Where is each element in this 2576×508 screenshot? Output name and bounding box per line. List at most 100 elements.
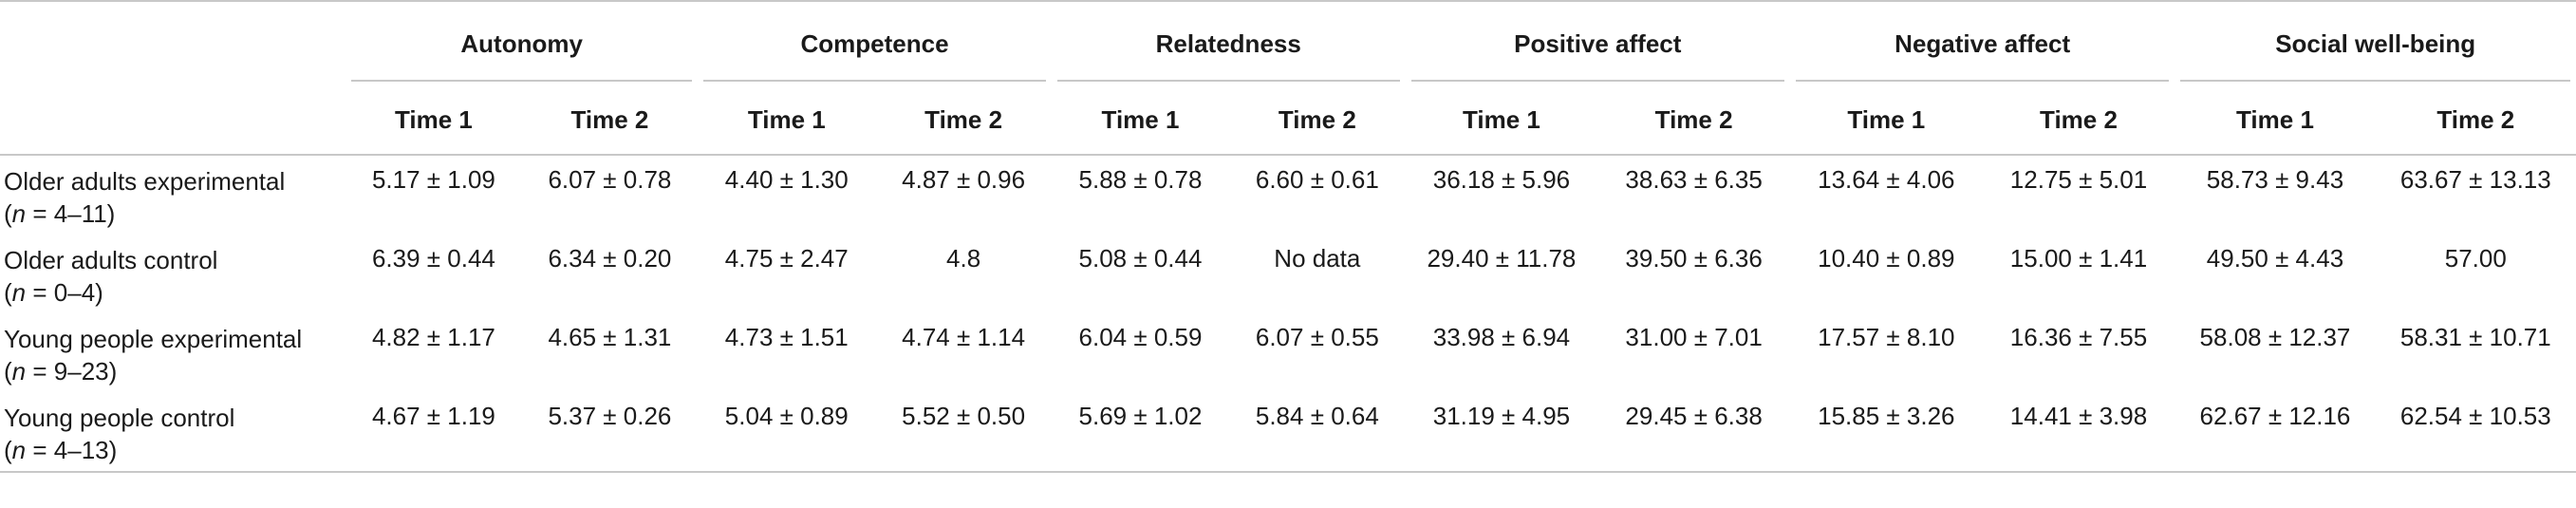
- table-cell: 4.65 ± 1.31: [548, 323, 672, 351]
- sample-size-prefix: (: [4, 436, 12, 464]
- stub-header-2: [0, 85, 345, 155]
- table-row: Older adults control (n = 0–4) 6.39 ± 0.44…: [0, 235, 2576, 313]
- data-table: Autonomy Competence Relatedness Positive…: [0, 0, 2576, 472]
- row-label: Older adults experimental (n = 4–11): [0, 155, 345, 235]
- sample-size-symbol: n: [11, 278, 27, 307]
- time-header: Time 2: [924, 104, 1003, 134]
- table-cell: 4.87 ± 0.96: [902, 165, 1026, 194]
- group-header-positive-affect: Positive affect: [1406, 2, 1790, 85]
- row-label: Older adults control (n = 0–4): [0, 235, 345, 313]
- stub-header: [0, 2, 345, 85]
- time-header: Time 2: [1654, 104, 1733, 134]
- time-header: Time 1: [1847, 104, 1926, 134]
- table-cell: 4.75 ± 2.47: [724, 244, 849, 273]
- table-cell: 4.8: [946, 244, 981, 273]
- time-header-row: Time 1 Time 2 Time 1 Time 2 Time 1 Time …: [0, 85, 2576, 155]
- table-cell: 5.84 ± 0.64: [1255, 402, 1379, 430]
- table-cell: 10.40 ± 0.89: [1818, 244, 1955, 273]
- table-cell: 6.34 ± 0.20: [548, 244, 672, 273]
- row-sample-size: (n = 4–13): [4, 434, 345, 466]
- table-cell: 63.67 ± 13.13: [2399, 165, 2551, 194]
- row-label: Young people experimental (n = 9–23): [0, 313, 345, 392]
- time-header: Time 1: [747, 104, 826, 134]
- time-header: Time 1: [1462, 104, 1540, 134]
- row-label-text: Older adults control: [4, 246, 218, 274]
- sample-size-prefix: (: [4, 278, 12, 307]
- table-cell: 14.41 ± 3.98: [2009, 402, 2148, 430]
- table-cell: 17.57 ± 8.10: [1818, 323, 1955, 351]
- time-header: Time 2: [570, 104, 649, 134]
- table-cell: 6.07 ± 0.55: [1255, 323, 1379, 351]
- sample-size-range: = 9–23): [26, 357, 118, 386]
- time-header: Time 1: [2236, 104, 2314, 134]
- group-header-competence: Competence: [698, 2, 1052, 85]
- table-cell: 5.37 ± 0.26: [548, 402, 672, 430]
- table-cell: 4.67 ± 1.19: [371, 402, 495, 430]
- table-cell: 15.00 ± 1.41: [2009, 244, 2148, 273]
- table-cell: 33.98 ± 6.94: [1432, 323, 1571, 351]
- table-cell: 5.04 ± 0.89: [724, 402, 849, 430]
- table-cell: 5.17 ± 1.09: [371, 165, 495, 194]
- time-header: Time 1: [1101, 104, 1180, 134]
- table-cell: 62.67 ± 12.16: [2199, 402, 2351, 430]
- sample-size-prefix: (: [4, 199, 12, 228]
- table-row: Older adults experimental (n = 4–11) 5.17 …: [0, 155, 2576, 235]
- table-cell: 4.82 ± 1.17: [371, 323, 495, 351]
- sample-size-range: = 4–11): [26, 199, 116, 228]
- table-cell: 4.73 ± 1.51: [724, 323, 849, 351]
- table-cell: No data: [1274, 244, 1361, 273]
- time-header: Time 1: [394, 104, 473, 134]
- table-cell: 15.85 ± 3.26: [1818, 402, 1955, 430]
- sample-size-prefix: (: [4, 357, 12, 386]
- table-cell: 31.00 ± 7.01: [1625, 323, 1763, 351]
- table-cell: 29.45 ± 6.38: [1625, 402, 1763, 430]
- time-header: Time 2: [1278, 104, 1356, 134]
- table-cell: 62.54 ± 10.53: [2399, 402, 2551, 430]
- table-cell: 38.63 ± 6.35: [1625, 165, 1763, 194]
- table-cell: 6.60 ± 0.61: [1255, 165, 1379, 194]
- table-cell: 49.50 ± 4.43: [2206, 244, 2344, 273]
- row-sample-size: (n = 4–11): [4, 198, 345, 230]
- table-cell: 57.00: [2444, 244, 2507, 273]
- group-header-row: Autonomy Competence Relatedness Positive…: [0, 2, 2576, 85]
- sample-size-range: = 4–13): [26, 436, 118, 464]
- sample-size-range: = 0–4): [26, 278, 103, 307]
- table-cell: 5.08 ± 0.44: [1078, 244, 1203, 273]
- table-cell: 31.19 ± 4.95: [1432, 402, 1571, 430]
- table-cell: 58.31 ± 10.71: [2399, 323, 2551, 351]
- table-cell: 16.36 ± 7.55: [2009, 323, 2148, 351]
- row-label-text: Young people control: [4, 404, 235, 432]
- table-cell: 4.74 ± 1.14: [902, 323, 1026, 351]
- row-sample-size: (n = 0–4): [4, 276, 345, 309]
- table-cell: 12.75 ± 5.01: [2009, 165, 2148, 194]
- row-label: Young people control (n = 4–13): [0, 392, 345, 472]
- sample-size-symbol: n: [11, 357, 27, 386]
- table-cell: 6.07 ± 0.78: [548, 165, 672, 194]
- row-label-text: Young people experimental: [4, 325, 303, 353]
- table-cell: 58.73 ± 9.43: [2206, 165, 2344, 194]
- table-body: Older adults experimental (n = 4–11) 5.17 …: [0, 155, 2576, 472]
- table-cell: 4.40 ± 1.30: [724, 165, 849, 194]
- sample-size-symbol: n: [11, 436, 27, 464]
- group-header-autonomy: Autonomy: [345, 2, 698, 85]
- table-cell: 6.39 ± 0.44: [371, 244, 495, 273]
- table-cell: 6.04 ± 0.59: [1078, 323, 1203, 351]
- time-header: Time 2: [2436, 104, 2515, 134]
- table-row: Young people control (n = 4–13) 4.67 ± 1.1…: [0, 392, 2576, 472]
- table-cell: 29.40 ± 11.78: [1427, 244, 1577, 273]
- sample-size-symbol: n: [11, 199, 27, 228]
- table-cell: 5.52 ± 0.50: [902, 402, 1026, 430]
- row-sample-size: (n = 9–23): [4, 355, 345, 387]
- group-header-negative-affect: Negative affect: [1790, 2, 2175, 85]
- row-label-text: Older adults experimental: [4, 167, 286, 196]
- table-cell: 5.88 ± 0.78: [1078, 165, 1203, 194]
- time-header: Time 2: [2040, 104, 2118, 134]
- group-header-relatedness: Relatedness: [1052, 2, 1406, 85]
- table-row: Young people experimental (n = 9–23) 4.82 …: [0, 313, 2576, 392]
- table-cell: 13.64 ± 4.06: [1818, 165, 1955, 194]
- table-cell: 5.69 ± 1.02: [1078, 402, 1203, 430]
- table-cell: 58.08 ± 12.37: [2199, 323, 2351, 351]
- table-cell: 36.18 ± 5.96: [1432, 165, 1571, 194]
- group-header-social-well-being: Social well-being: [2175, 2, 2576, 85]
